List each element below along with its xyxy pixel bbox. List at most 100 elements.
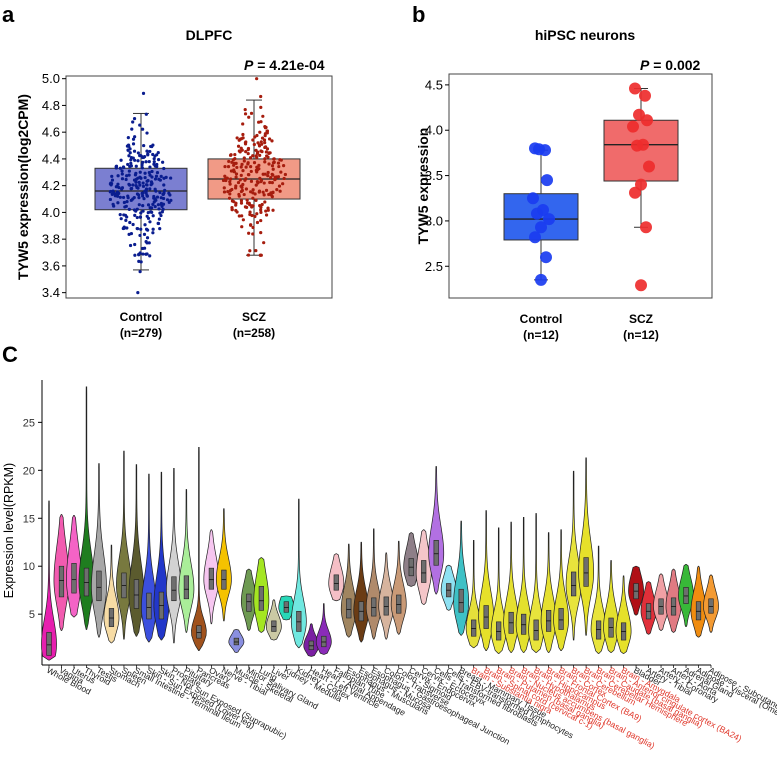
data-point-a [138, 123, 142, 127]
data-point-a [120, 169, 124, 173]
data-point-a [143, 171, 147, 175]
data-point-a [137, 196, 141, 200]
panel-a-pvalue: P = 4.21e-04 [244, 57, 325, 73]
data-point-a [131, 222, 135, 227]
data-point-a [133, 135, 137, 139]
data-point-a [264, 213, 269, 217]
data-point-a [266, 173, 270, 178]
data-point-a [114, 185, 118, 189]
data-point-a [132, 149, 137, 153]
data-point-a [234, 172, 239, 176]
violin-shape [390, 540, 407, 635]
data-point-a [129, 164, 133, 168]
data-point-a [241, 169, 245, 173]
points-a-control [108, 91, 173, 295]
data-point-a [142, 143, 146, 148]
data-point-a [148, 173, 152, 177]
data-point-b [535, 273, 547, 286]
data-point-a [239, 165, 243, 169]
violin-shape [128, 464, 145, 637]
data-point-a [140, 163, 144, 167]
data-point-a [158, 227, 162, 231]
data-point-a [120, 177, 125, 181]
violin-shape [353, 541, 370, 643]
data-point-a [263, 157, 267, 161]
y-tick-label-b-1: 3.0 [425, 213, 443, 228]
data-point-a [132, 117, 137, 121]
violin-iqr-box [383, 596, 389, 616]
violin-iqr-box [708, 598, 714, 614]
points-a-scz [221, 77, 287, 257]
data-point-a [223, 164, 227, 169]
data-point-a [136, 186, 140, 190]
data-point-a [158, 190, 162, 195]
data-point-a [145, 131, 149, 135]
data-point-a [153, 197, 157, 201]
data-point-a [233, 152, 237, 157]
data-point-a [148, 149, 152, 154]
data-point-a [126, 136, 130, 140]
data-point-a [134, 209, 138, 213]
violin-iqr-box [183, 575, 189, 600]
data-point-a [156, 221, 160, 225]
data-point-a [259, 149, 263, 153]
data-point-a [244, 187, 248, 191]
data-point-a [259, 178, 264, 183]
data-point-a [263, 141, 267, 145]
panel-letter-b: b [412, 2, 425, 27]
data-point-a [255, 212, 259, 216]
data-point-a [131, 137, 136, 141]
data-point-a [145, 193, 149, 198]
violin-iqr-box [496, 621, 502, 641]
data-point-a [251, 232, 255, 236]
data-point-a [156, 150, 160, 155]
data-point-a [271, 161, 276, 165]
data-point-a [268, 180, 272, 185]
data-point-a [251, 138, 255, 142]
data-point-a [222, 190, 227, 194]
data-point-a [145, 252, 149, 256]
data-point-a [271, 167, 275, 171]
data-point-a [241, 218, 245, 222]
data-point-a [246, 172, 251, 177]
data-point-a [141, 204, 145, 208]
x-count-b-0: (n=12) [523, 328, 559, 342]
data-point-a [152, 157, 156, 161]
violin-iqr-box [421, 560, 427, 583]
panel-letter-c: C [2, 342, 18, 367]
data-point-b [635, 279, 647, 292]
data-point-a [251, 196, 255, 200]
violin-iqr-box [46, 632, 52, 656]
data-point-a [257, 163, 261, 167]
y-tick-label-c-2: 15 [23, 513, 35, 525]
data-point-a [259, 210, 263, 214]
data-point-a [159, 201, 163, 206]
data-point-a [141, 209, 145, 213]
data-point-a [238, 178, 242, 182]
data-point-a [155, 171, 160, 175]
data-point-a [244, 140, 248, 144]
data-point-a [267, 162, 271, 166]
data-point-a [264, 188, 269, 193]
data-point-a [133, 253, 137, 257]
data-point-a [263, 172, 267, 176]
violin-iqr-box [196, 625, 202, 639]
violin-iqr-box [396, 594, 402, 614]
data-point-a [167, 191, 171, 195]
data-point-a [145, 236, 150, 240]
data-point-a [265, 129, 270, 133]
data-point-a [234, 175, 238, 179]
y-tick-label-a-5: 4.4 [42, 151, 60, 166]
data-point-a [127, 207, 131, 211]
data-point-a [245, 198, 249, 202]
data-point-a [134, 164, 138, 168]
data-point-a [277, 184, 282, 188]
y-tick-label-a-4: 4.2 [42, 178, 60, 193]
panel-b-pvalue: P = 0.002 [640, 57, 701, 73]
data-point-a [226, 189, 230, 194]
y-tick-label-c-3: 20 [23, 465, 35, 477]
data-point-a [161, 207, 165, 212]
data-point-a [267, 137, 272, 141]
data-point-a [263, 145, 267, 150]
